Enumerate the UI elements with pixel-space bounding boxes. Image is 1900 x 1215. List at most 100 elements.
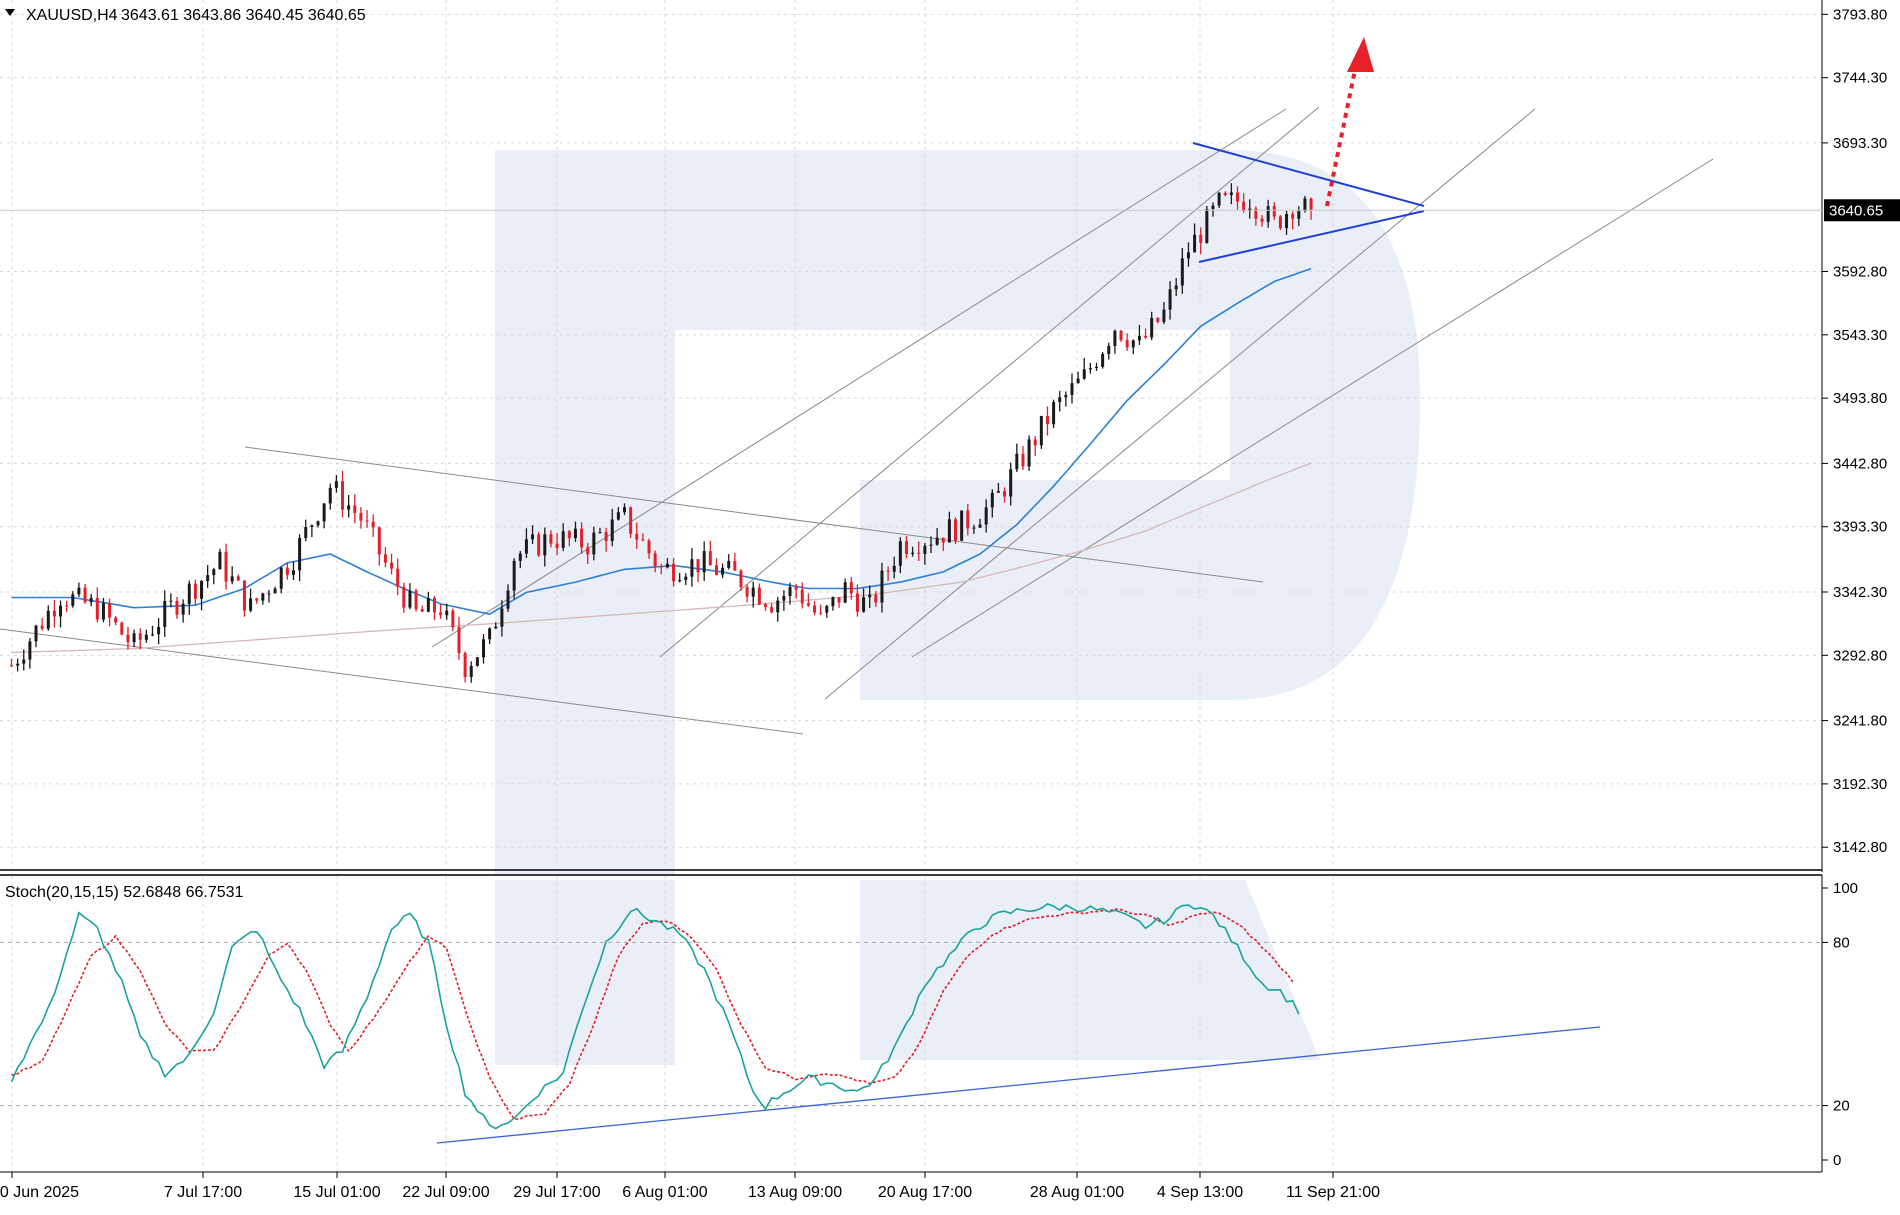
stoch-tick-label: 20 [1833, 1098, 1850, 1115]
price-tick-label: 3393.30 [1833, 519, 1887, 536]
time-axis: 30 Jun 2025 7 Jul 17:00 15 Jul 01:00 22 Jul… [0, 1172, 1380, 1201]
candle [825, 604, 829, 618]
candle [855, 584, 859, 617]
candle [776, 596, 780, 622]
stoch-tick-label: 0 [1833, 1152, 1841, 1169]
candle [291, 561, 295, 581]
candle [972, 524, 976, 534]
candle [757, 583, 761, 606]
chart-symbol-timeframe: XAUUSD,H4 [26, 7, 118, 24]
candle [524, 528, 528, 558]
candle [1260, 215, 1264, 227]
candle [1236, 186, 1239, 210]
candle [978, 518, 982, 528]
candle [414, 588, 418, 612]
header-dropdown-icon[interactable] [5, 9, 15, 16]
stoch-axis: 100 80 20 0 [1822, 880, 1858, 1169]
stoch-trendline [436, 1026, 1601, 1144]
candle [341, 470, 345, 518]
candle [788, 582, 792, 605]
stoch-signal-line [11, 908, 1294, 1121]
candle [212, 567, 216, 585]
candle [371, 514, 375, 537]
candle [1242, 193, 1246, 213]
forecast-arrow-shaft [1325, 69, 1357, 207]
candle [1131, 339, 1135, 355]
candle [751, 581, 755, 608]
up-channel-1 [431, 108, 1287, 648]
time-tick-label: 29 Jul 17:00 [513, 1184, 600, 1201]
candle [555, 533, 559, 556]
candle [95, 587, 99, 623]
candle [1211, 202, 1215, 217]
price-tick-label: 3192.30 [1833, 776, 1887, 793]
candle [898, 537, 902, 574]
price-tick-label: 3342.30 [1833, 584, 1887, 601]
candle [678, 572, 682, 583]
candle [1193, 223, 1197, 253]
candle [966, 504, 970, 536]
candle [1021, 446, 1025, 470]
candle [402, 582, 406, 613]
current-price-label: 3640.65 [1829, 202, 1883, 219]
candle [22, 649, 26, 671]
candle [273, 586, 277, 594]
forecast-arrow [1325, 37, 1374, 207]
candle [236, 574, 240, 581]
candle [770, 603, 774, 614]
candle [813, 600, 817, 616]
stoch-header: Stoch(20,15,15) 52.6848 66.7531 [5, 884, 244, 901]
candle [163, 590, 167, 637]
candle [1168, 281, 1172, 320]
candle [819, 604, 823, 615]
trendlines [0, 106, 1714, 735]
candle [537, 531, 541, 557]
candle [702, 541, 706, 581]
price-grid [0, 0, 1822, 870]
candle [1052, 399, 1056, 429]
candle [150, 625, 154, 637]
candle [806, 593, 810, 607]
candle [623, 503, 626, 516]
candle [831, 596, 835, 611]
candle [1095, 362, 1099, 371]
candle [304, 519, 308, 542]
candle [1254, 206, 1258, 226]
candle [954, 517, 958, 545]
candle [1297, 206, 1301, 227]
candle [181, 599, 185, 623]
candle [904, 536, 908, 559]
candle [463, 651, 467, 683]
candle [218, 548, 222, 570]
candle [187, 580, 191, 615]
up-channel-4 [911, 158, 1714, 658]
candle [665, 558, 669, 569]
stoch-tick-label: 80 [1833, 934, 1850, 951]
price-tick-label: 3543.30 [1833, 327, 1887, 344]
candle [1144, 328, 1148, 340]
candle [1027, 435, 1031, 471]
candle [310, 524, 314, 538]
candle [420, 605, 424, 612]
candle [586, 542, 590, 564]
candle [322, 503, 326, 529]
price-tick-label: 3142.80 [1833, 839, 1887, 856]
candle [439, 603, 443, 619]
candle [469, 661, 473, 683]
candle [457, 616, 461, 660]
candle [567, 529, 571, 547]
candle [157, 618, 161, 645]
time-tick-label: 22 Jul 09:00 [402, 1184, 489, 1201]
candle [794, 583, 798, 599]
candle [52, 600, 56, 628]
candle [242, 580, 246, 617]
time-tick-label: 11 Sep 21:00 [1286, 1184, 1380, 1201]
candle [200, 580, 204, 611]
triangle-upper [1192, 142, 1425, 207]
price-tick-label: 3744.30 [1833, 70, 1887, 87]
up-channel-2 [659, 106, 1320, 658]
candle [1003, 487, 1007, 503]
stoch-grid [0, 876, 1822, 1172]
candle [1150, 311, 1154, 341]
candle [653, 550, 657, 573]
